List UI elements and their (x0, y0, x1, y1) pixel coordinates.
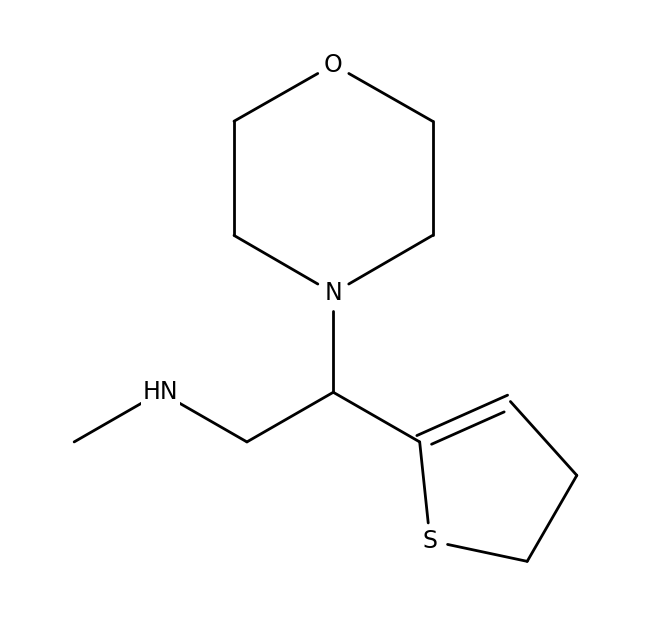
Text: HN: HN (143, 380, 178, 404)
Text: N: N (324, 281, 342, 305)
Text: O: O (324, 53, 342, 76)
Text: S: S (422, 529, 437, 553)
